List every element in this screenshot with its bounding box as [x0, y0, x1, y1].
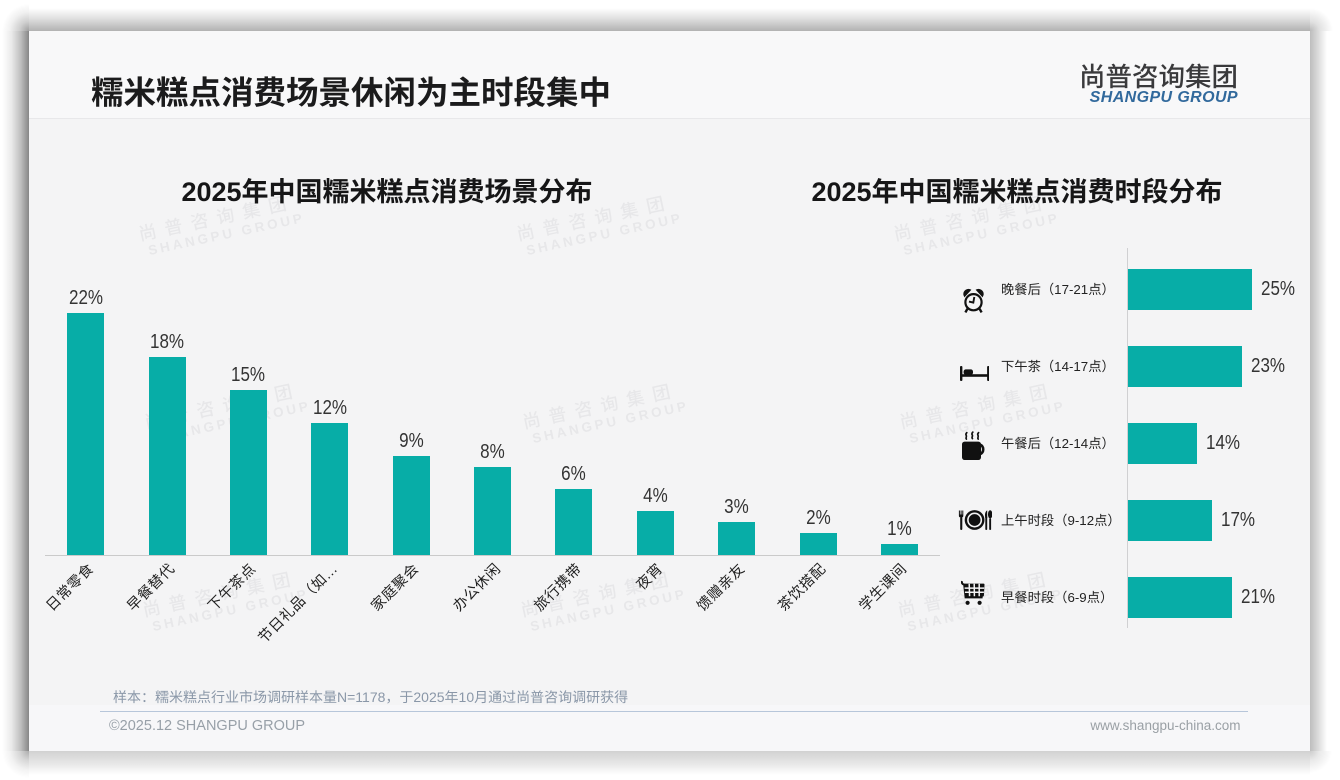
time-bar-value-3: 17% [1221, 509, 1256, 532]
scene-bar-7 [636, 511, 674, 555]
scene-bar-5 [474, 467, 511, 555]
time-distribution-chart: 25% 晚餐后（17-21点） 23% 下午茶（14-17点） 14% 午餐后（12-14… [29, 31, 1310, 751]
time-bar-value-0: 25% [1260, 277, 1295, 300]
footer-band [29, 705, 1310, 751]
time-bar-1 [1128, 345, 1242, 387]
time-bar-value-4: 21% [1241, 586, 1276, 609]
card-shadow-corner-br [1310, 751, 1332, 773]
time-bar-label-4: 早餐时段（6-9点） [1001, 590, 1114, 606]
fork-plate-knife-icon [958, 509, 992, 530]
scene-bar-1 [148, 357, 186, 555]
footer-divider [100, 711, 1248, 712]
shopping-cart-icon [961, 580, 985, 606]
time-bar-0 [1128, 268, 1252, 310]
card-shadow-left [2, 31, 29, 751]
time-bar-value-1: 23% [1250, 354, 1285, 377]
time-bar-label-2: 午餐后（12-14点） [1001, 435, 1115, 451]
time-bar-3 [1128, 500, 1213, 542]
brand-logo-cn: 尚普咨询集团 [1079, 62, 1238, 92]
card-shadow-bottom [29, 751, 1310, 775]
alarm-clock-icon [963, 288, 984, 314]
time-bar-label-0: 晚餐后（17-21点） [1001, 281, 1115, 297]
scene-bar-6 [555, 489, 593, 555]
time-bar-2 [1128, 422, 1198, 464]
card-shadow-top [29, 8, 1310, 31]
scene-bar-2 [229, 390, 267, 555]
scene-bar-3 [311, 423, 349, 555]
card-shadow-right [1310, 31, 1327, 751]
y-axis-line [1127, 248, 1128, 628]
sample-note: 样本：糯米糕点行业市场调研样本量N=1178，于2025年10月通过尚普咨询调研… [113, 689, 629, 705]
brand-logo-en: SHANGPU GROUP [1089, 89, 1238, 106]
footer-copyright: ©2025.12 SHANGPU GROUP [109, 718, 306, 734]
page-title: 糯米糕点消费场景休闲为主时段集中 [91, 75, 612, 111]
slide-card: 尚普咨询集团 SHANGPU GROUP 尚普咨询集团 SHANGPU GROUP 尚普… [29, 31, 1310, 751]
scene-bar-0 [67, 313, 105, 555]
coffee-mug-icon [961, 431, 987, 460]
bed-icon [959, 365, 989, 381]
scene-bar-9 [799, 533, 837, 555]
footer-website: www.shangpu-china.com [1090, 718, 1241, 733]
time-bar-value-2: 14% [1206, 431, 1241, 454]
header-band: 糯米糕点消费场景休闲为主时段集中 尚普咨询集团 SHANGPU GROUP [29, 31, 1310, 119]
card-shadow-corner-tl [2, 4, 29, 31]
right-chart-title: 2025年中国糯米糕点消费时段分布 [811, 177, 1223, 207]
brand-logo: 尚普咨询集团 SHANGPU GROUP [1079, 64, 1238, 106]
time-bar-4 [1128, 577, 1232, 619]
scene-bar-10 [880, 544, 918, 555]
left-chart-title: 2025年中国糯米糕点消费场景分布 [181, 177, 593, 207]
scene-bar-4 [392, 456, 430, 555]
time-bar-label-1: 下午茶（14-17点） [1001, 358, 1115, 374]
card-shadow-corner-bl [2, 751, 29, 778]
scene-bar-8 [718, 522, 756, 555]
scene-distribution-chart: 22% 日常零食 18% 早餐替代 15% 下午茶点 12% 节日礼品（如… 9% 家庭聚会 8% 办… [29, 31, 1310, 751]
time-bar-label-3: 上午时段（9-12点） [1001, 513, 1121, 529]
card-shadow-corner-tr [1310, 8, 1333, 31]
x-axis-line [45, 555, 940, 556]
